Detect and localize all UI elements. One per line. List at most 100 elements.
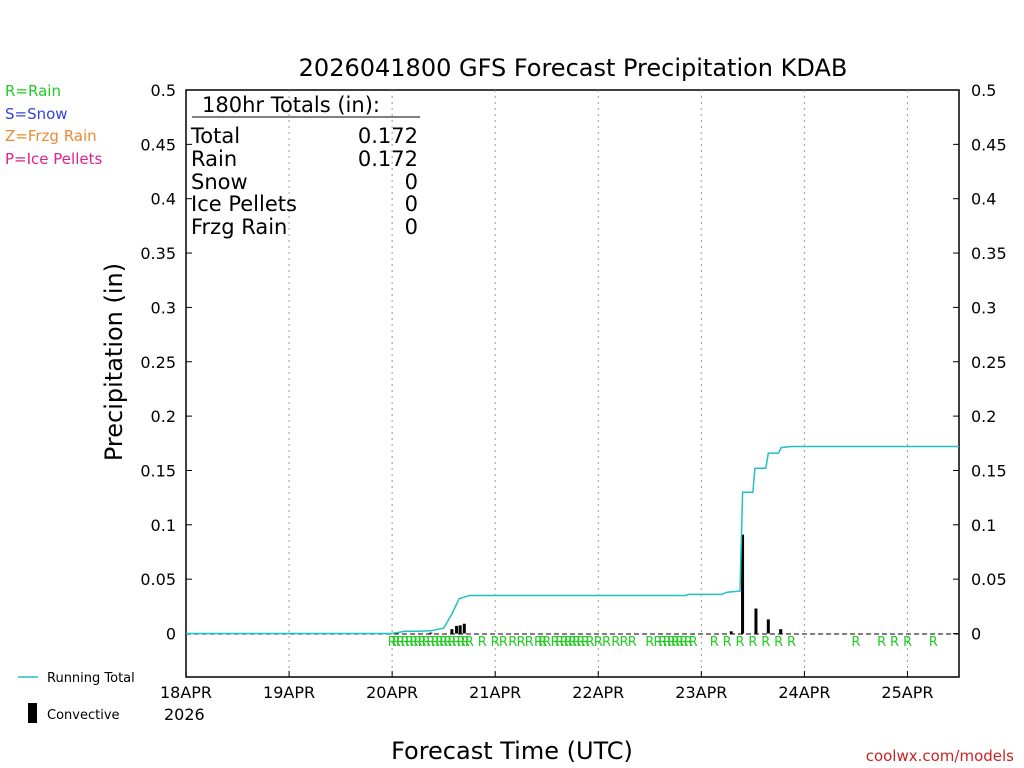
ptype-marker-rain: R — [658, 635, 667, 650]
ptype-marker-rain: R — [663, 635, 672, 650]
ptype-marker-rain: R — [689, 635, 698, 650]
ptype-marker-rain: R — [431, 635, 440, 650]
y-tick-label-left: 0.4 — [151, 190, 176, 209]
y-tick-label-left: 0 — [166, 625, 176, 644]
running-total-legend-label: Running Total — [47, 671, 135, 686]
x-tick-label: 23APR — [675, 683, 727, 702]
ptype-marker-rain: R — [405, 635, 414, 650]
y-tick-label-right: 0.2 — [971, 407, 996, 426]
convective-bar — [741, 534, 745, 634]
chart-title: 2026041800 GFS Forecast Precipitation KD… — [299, 54, 848, 82]
totals-label-ice-pellets: Ice Pellets — [191, 192, 297, 216]
ptype-marker-rain: R — [620, 635, 629, 650]
ptype-marker-rain: R — [710, 635, 719, 650]
ptype-marker-rain: R — [679, 635, 688, 650]
ptype-marker-rain: R — [550, 635, 559, 650]
x-tick-label: 21APR — [469, 683, 521, 702]
legend-snow: S=Snow — [5, 105, 68, 123]
totals-header: 180hr Totals (in): — [202, 93, 380, 117]
y-tick-label-right: 0.1 — [971, 516, 996, 535]
x-tick-label: 20APR — [366, 683, 418, 702]
ptype-marker-rain: R — [654, 635, 663, 650]
y-tick-label-left: 0.35 — [140, 244, 176, 263]
legend-ice-pellets: P=Ice Pellets — [5, 150, 102, 168]
convective-bar — [754, 608, 758, 634]
ptype-marker-rain: R — [409, 635, 418, 650]
y-axis-label: Precipitation (in) — [100, 263, 128, 461]
convective-bar — [458, 625, 462, 634]
x-axis-label: Forecast Time (UTC) — [391, 737, 633, 765]
legend-rain: R=Rain — [5, 82, 61, 100]
ptype-marker-rain: R — [516, 635, 525, 650]
convective-bar — [766, 619, 770, 634]
convective-legend-swatch — [28, 703, 37, 723]
totals-value-snow: 0 — [405, 170, 418, 194]
ptype-marker-rain: R — [439, 635, 448, 650]
ptype-marker-rain: R — [684, 635, 693, 650]
y-tick-label-left: 0.3 — [151, 298, 176, 317]
y-axis: 0 00.05 0.050.1 0.10.15 0.150.2 0.20.25 0.250.… — [140, 81, 1006, 644]
totals-label-total: Total — [190, 124, 240, 148]
y-tick-label-right: 0.4 — [971, 190, 996, 209]
ptype-marker-rain: R — [396, 635, 405, 650]
ptype-marker-rain: R — [478, 635, 487, 650]
ptype-legend: R=Rain S=Snow Z=Frzg Rain P=Ice Pellets — [5, 82, 102, 168]
ptype-marker-rain: R — [675, 635, 684, 650]
y-tick-label-right: 0 — [971, 625, 981, 644]
x-axis: 18APR 19APR 20APR 21APR 22APR 23APR 24APR 25APR — [160, 671, 934, 702]
ptype-marker-rain: R — [602, 635, 611, 650]
ptype-marker-rain: R — [628, 635, 637, 650]
y-tick-label-right: 0.35 — [971, 244, 1007, 263]
ptype-marker-rain: R — [435, 635, 444, 650]
ptype-marker-rain: R — [491, 635, 500, 650]
ptype-marker-rain: R — [761, 635, 770, 650]
ptype-marker-rain: R — [594, 635, 603, 650]
x-tick-label: 25APR — [881, 683, 933, 702]
ptype-marker-rain: R — [890, 635, 899, 650]
convective-bar — [450, 629, 454, 634]
ptype-marker-rain: R — [417, 635, 426, 650]
ptype-marker-rain: R — [426, 635, 435, 650]
ptype-marker-rain: R — [465, 635, 474, 650]
x-tick-label: 24APR — [778, 683, 830, 702]
ptype-marker-rain: R — [560, 635, 569, 650]
ptype-marker-rain: R — [443, 635, 452, 650]
y-tick-label-left: 0.15 — [140, 461, 176, 480]
ptype-marker-rain: R — [585, 635, 594, 650]
ptype-marker-rain: R — [568, 635, 577, 650]
ptype-marker-rain: R — [388, 635, 397, 650]
ptype-marker-rain: R — [877, 635, 886, 650]
ptype-marker-rain: R — [581, 635, 590, 650]
x-tick-label: 22APR — [572, 683, 624, 702]
ptype-marker-rain: R — [572, 635, 581, 650]
ptype-marker-rain: R — [508, 635, 517, 650]
ptype-marker-rain: R — [499, 635, 508, 650]
series-legend: Running Total Convective — [18, 671, 135, 723]
convective-bar — [462, 623, 466, 634]
totals-value-ice-pellets: 0 — [405, 192, 418, 216]
y-tick-label-left: 0.05 — [140, 570, 176, 589]
totals-value-total: 0.172 — [358, 124, 418, 148]
ptype-marker-rain: R — [400, 635, 409, 650]
ptype-marker-rain: R — [611, 635, 620, 650]
y-tick-label-left: 0.5 — [151, 81, 176, 100]
ptype-marker-rain: R — [735, 635, 744, 650]
convective-bars — [429, 534, 783, 634]
convective-bar — [729, 631, 733, 634]
totals-box: 180hr Totals (in): Total 0.172 Rain 0.17… — [190, 93, 420, 239]
ptype-marker-rain: R — [667, 635, 676, 650]
grid-layer — [288, 90, 908, 677]
ptype-marker-rain: R — [748, 635, 757, 650]
y-tick-label-left: 0.2 — [151, 407, 176, 426]
x-year-label: 2026 — [164, 705, 205, 724]
convective-bar — [779, 629, 783, 634]
ptype-marker-rain: R — [392, 635, 401, 650]
y-tick-label-right: 0.15 — [971, 461, 1007, 480]
y-tick-label-right: 0.45 — [971, 135, 1007, 154]
convective-bar — [455, 625, 459, 634]
ptype-marker-rain: R — [457, 635, 466, 650]
y-tick-label-right: 0.25 — [971, 353, 1007, 372]
ptype-marker-rain: R — [774, 635, 783, 650]
